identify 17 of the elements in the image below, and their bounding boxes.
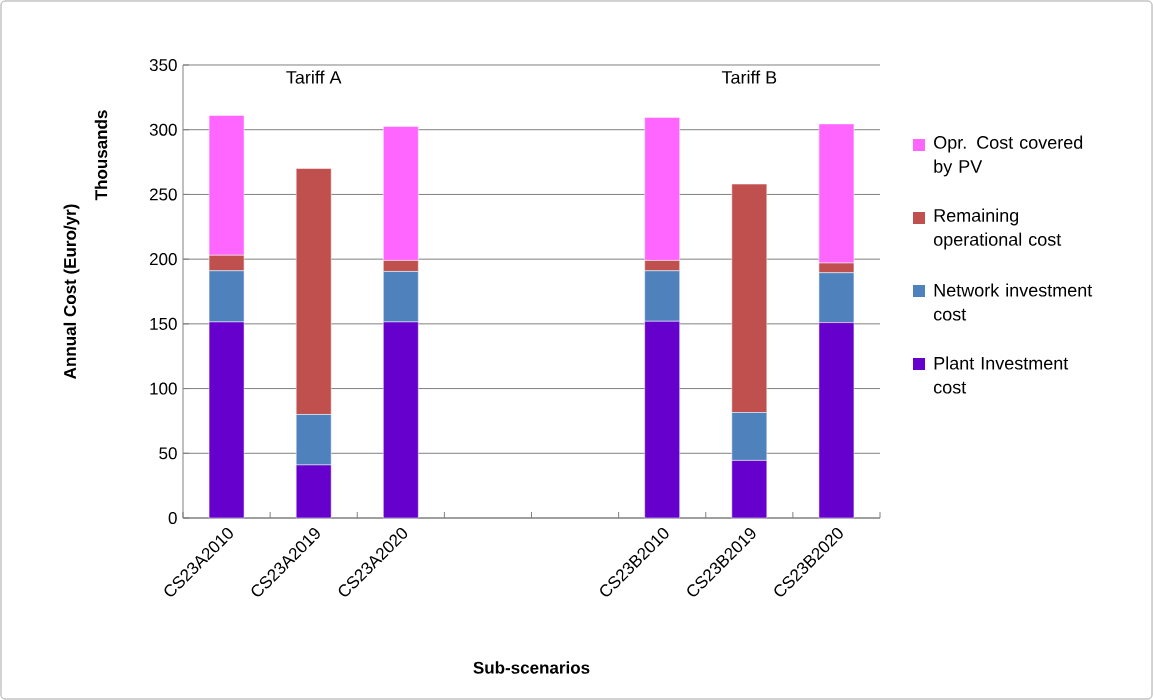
y-tick-label: 100 — [150, 382, 177, 395]
y-tick-label: 250 — [149, 188, 177, 201]
y-tick-label: 200 — [149, 253, 177, 266]
legend-label: Opr. Cost covered by PV — [934, 135, 1083, 177]
legend-label: Plant Investment cost — [933, 356, 1069, 394]
annotation: Tariff A — [286, 70, 342, 84]
legend-label: Remaining operational cost — [933, 208, 1062, 250]
y-tick-label: 150 — [150, 317, 177, 330]
annotation: Tariff B — [721, 70, 777, 84]
y-tick-label: 350 — [149, 58, 177, 72]
x-axis-title: Sub-scenarios — [473, 661, 590, 674]
text: Thousands — [94, 110, 108, 201]
legend-label: Network investment cost — [933, 283, 1093, 321]
y-tick-label: 300 — [149, 123, 177, 136]
y-axis-title: Annual Cost (Euro/yr) — [63, 204, 80, 379]
y-tick-label: 50 — [159, 447, 177, 460]
y-tick-label: 0 — [168, 511, 177, 525]
